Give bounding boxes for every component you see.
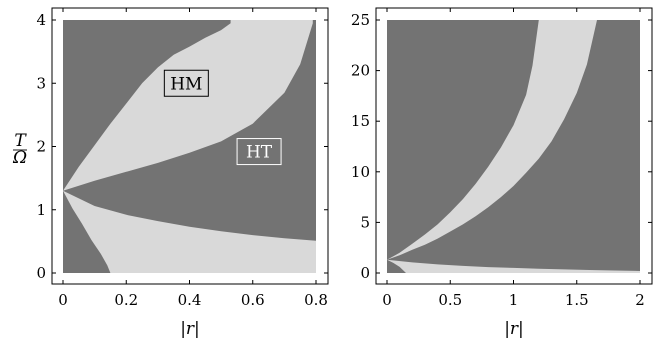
x-axis-label: |r|	[504, 319, 524, 339]
x-tick-label: 1	[509, 291, 519, 309]
annotation-box-hm	[163, 69, 209, 97]
annotation-label-hm: HM	[170, 74, 202, 94]
light-region-1	[63, 20, 313, 191]
x-tick-label: 2	[635, 291, 645, 309]
x-axis-label: |r|	[180, 319, 200, 339]
light-region-2	[387, 259, 640, 273]
y-axis-label-denominator: Ω	[12, 148, 27, 168]
x-tick-label: 0	[382, 291, 392, 309]
x-tick-label: 0.6	[241, 291, 265, 309]
x-tick-label: 0.4	[178, 291, 202, 309]
x-tick-label: 0.8	[304, 291, 328, 309]
annotation-box-ht	[236, 138, 282, 166]
y-tick-label: 2	[36, 138, 46, 156]
y-axis-label-numerator: T	[14, 131, 27, 151]
y-tick-label: 3	[36, 74, 46, 92]
light-region-1	[387, 20, 597, 260]
y-tick-label: 0	[36, 264, 46, 282]
x-tick-label: 0.2	[114, 291, 138, 309]
y-tick-label: 1	[36, 201, 46, 219]
light-region-2	[63, 190, 316, 273]
y-tick-label: 20	[351, 62, 370, 80]
left-phase-chart: 0 0.2 0.4 0.6 0.8 0 1 2 3 4 |r| TΩ HM HT	[12, 7, 329, 339]
y-tick-label: 5	[360, 213, 370, 231]
annotation-label-ht: HT	[246, 143, 273, 163]
y-tick-label: 25	[351, 11, 370, 29]
x-tick-label: 0	[58, 291, 68, 309]
x-tick-label: 1.5	[565, 291, 589, 309]
y-tick-label: 4	[36, 11, 46, 29]
y-tick-label: 15	[351, 112, 370, 130]
y-tick-label: 10	[351, 163, 370, 181]
y-tick-label: 0	[360, 264, 370, 282]
x-tick-label: 0.5	[438, 291, 462, 309]
